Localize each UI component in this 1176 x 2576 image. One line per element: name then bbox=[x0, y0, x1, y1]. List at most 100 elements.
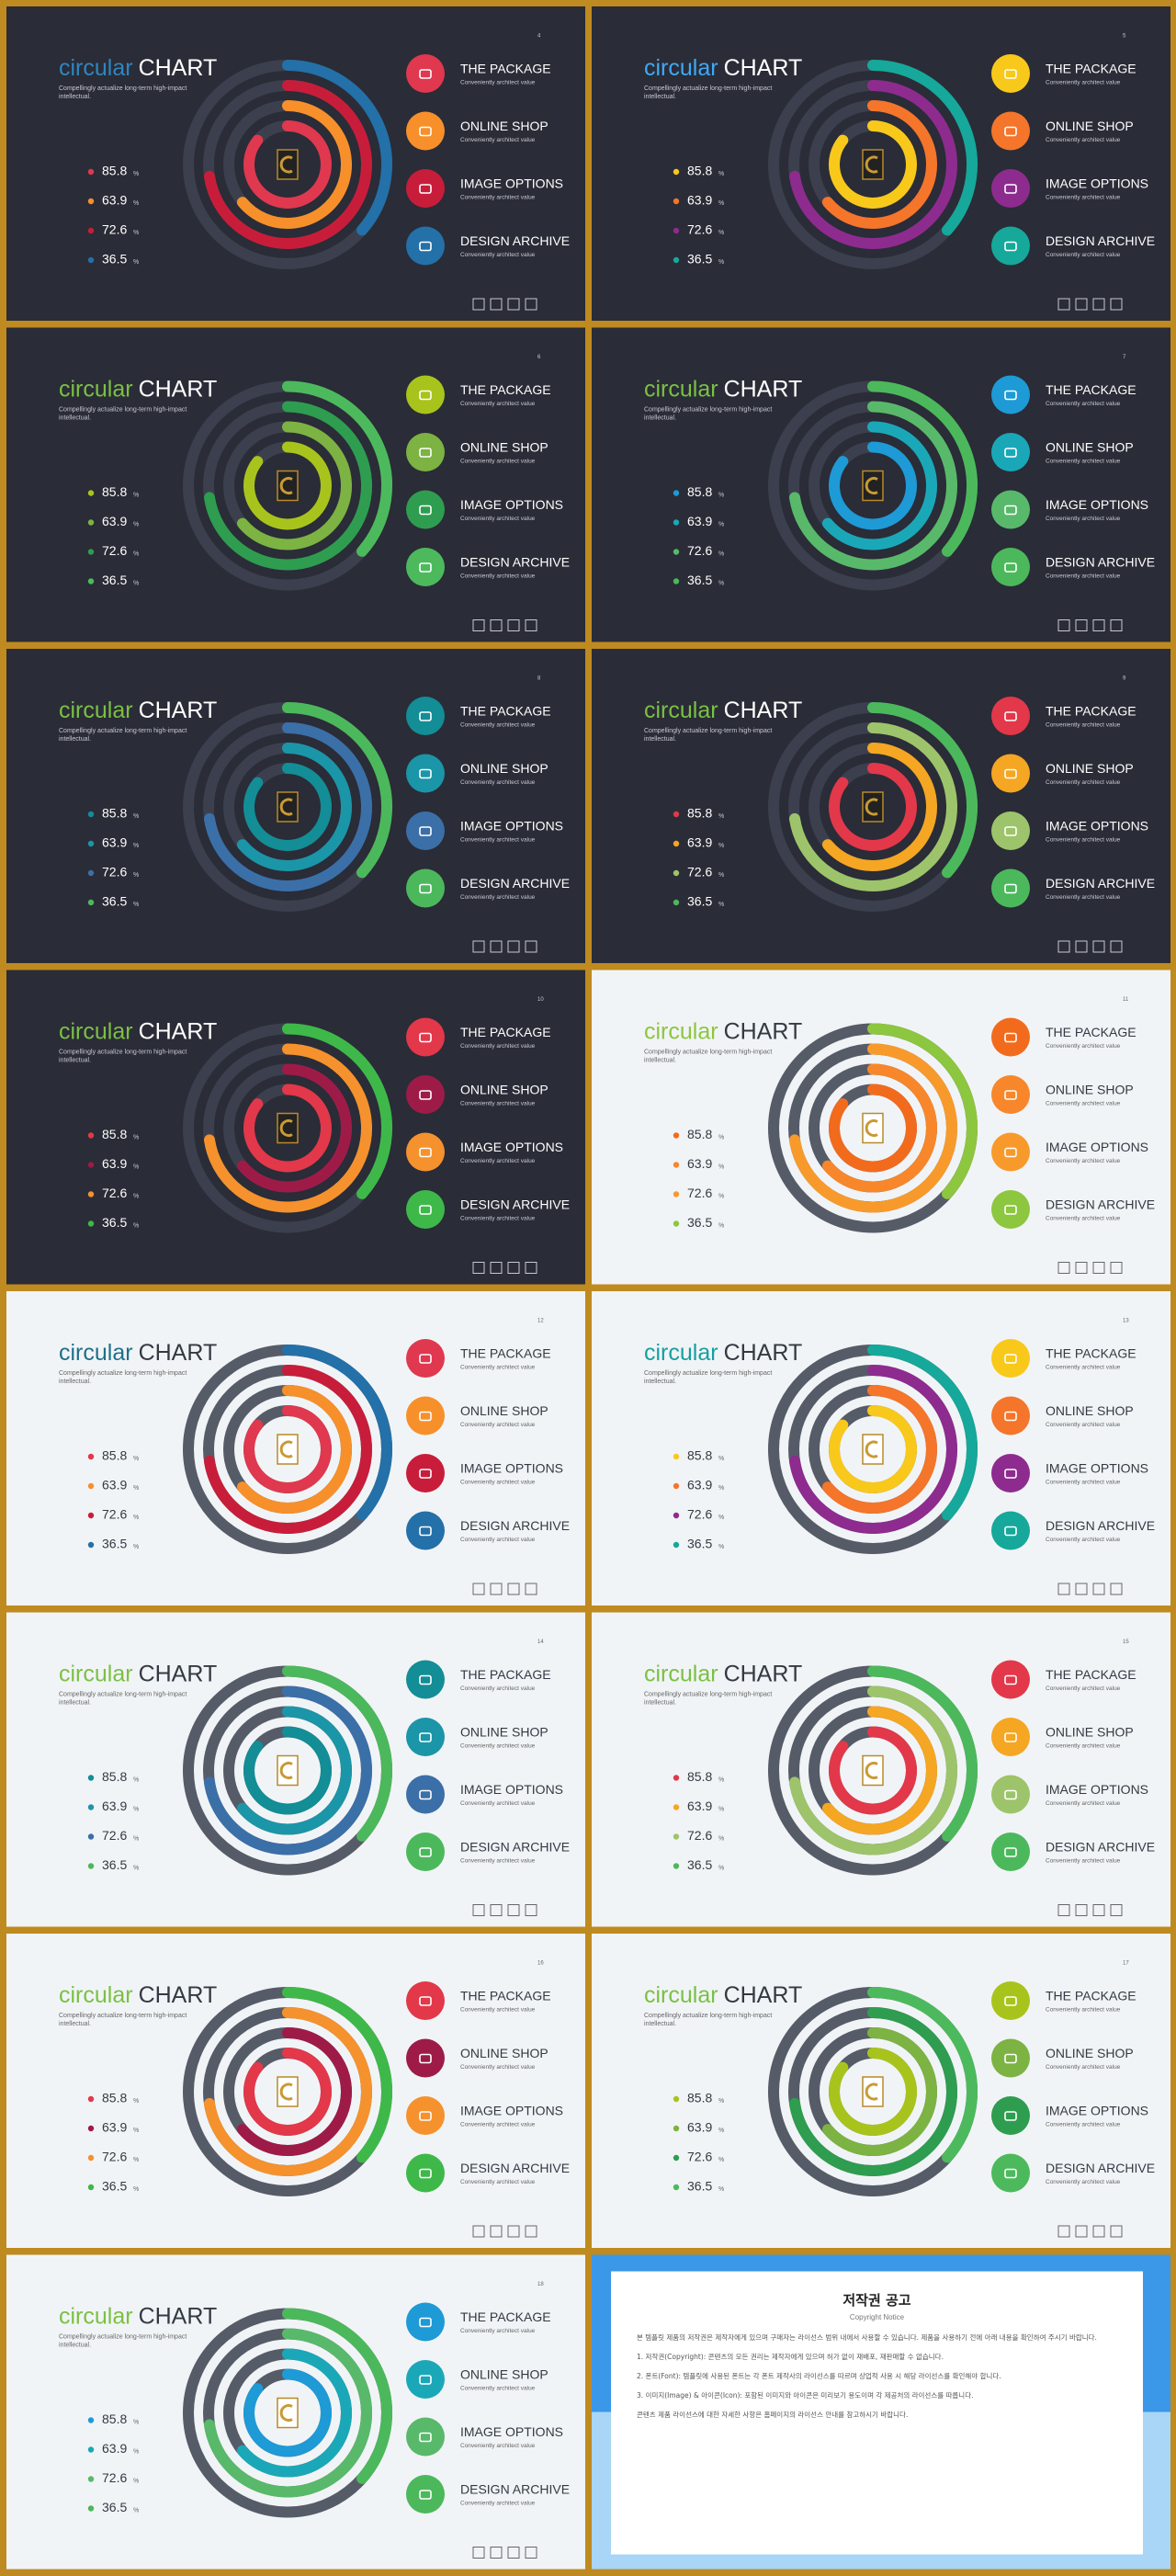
item-icon-glyph bbox=[419, 1469, 432, 1479]
social-icon bbox=[525, 619, 537, 631]
legend-unit: % bbox=[133, 2419, 139, 2425]
legend-unit: % bbox=[133, 2186, 139, 2193]
item-icon-glyph bbox=[419, 1147, 432, 1158]
item-icon-glyph bbox=[419, 2375, 432, 2385]
legend-value: 72.6 bbox=[102, 1507, 127, 1522]
item-icon bbox=[991, 1190, 1030, 1229]
legend-value: 36.5 bbox=[102, 1537, 127, 1551]
item-icon-glyph bbox=[1004, 505, 1017, 516]
item-title: THE PACKAGE bbox=[1046, 1025, 1136, 1039]
slide: 4 circular CHART Compellingly actualize lon… bbox=[6, 6, 585, 321]
legend-unit: % bbox=[133, 171, 139, 177]
center-logo-mark bbox=[279, 2082, 293, 2101]
legend-dot bbox=[87, 490, 95, 496]
item-subtitle: Conveniently architect value bbox=[460, 1216, 536, 1222]
ring-arc bbox=[282, 1345, 392, 1521]
page-number: 11 bbox=[1123, 997, 1129, 1003]
item-subtitle: Conveniently architect value bbox=[460, 1043, 536, 1050]
center-logo-mark bbox=[865, 155, 878, 174]
social-icon bbox=[1092, 1583, 1105, 1595]
legend-dot bbox=[87, 227, 95, 234]
ring-arc bbox=[867, 1665, 978, 1842]
slide-subtitle: Compellingly actualize long-term high-im… bbox=[59, 1691, 187, 1697]
item-subtitle: Conveniently architect value bbox=[460, 2443, 536, 2449]
title-main: CHART bbox=[139, 698, 218, 723]
copyright-notice: 저작권 공고 Copyright Notice 본 템플릿 제품의 저작권은 제… bbox=[611, 2272, 1143, 2555]
item-icon-glyph bbox=[1004, 2168, 1017, 2179]
item-title: DESIGN ARCHIVE bbox=[460, 2482, 570, 2497]
page-number: 4 bbox=[537, 34, 541, 40]
center-logo-mark bbox=[865, 1440, 878, 1458]
item-title: ONLINE SHOP bbox=[1046, 1725, 1134, 1740]
legend-value: 85.8 bbox=[687, 1127, 712, 1141]
legend-value: 85.8 bbox=[687, 164, 712, 178]
legend-unit: % bbox=[718, 230, 724, 236]
item-icon-glyph bbox=[1004, 390, 1017, 401]
slide-subtitle: intellectual. bbox=[644, 94, 676, 100]
social-icon bbox=[507, 2547, 520, 2559]
ring-arc bbox=[243, 1405, 332, 1493]
legend-unit: % bbox=[133, 1515, 139, 1521]
slide-subtitle: intellectual. bbox=[59, 2342, 91, 2348]
legend-unit: % bbox=[718, 2098, 724, 2105]
item-icon-glyph bbox=[419, 448, 432, 458]
slide-subtitle: Compellingly actualize long-term high-im… bbox=[59, 1049, 187, 1055]
item-subtitle: Conveniently architect value bbox=[460, 1422, 536, 1428]
item-title: DESIGN ARCHIVE bbox=[1046, 233, 1155, 248]
item-icon-glyph bbox=[1004, 1147, 1017, 1158]
legend-unit: % bbox=[133, 843, 139, 849]
legend-dot bbox=[673, 869, 680, 877]
item-subtitle: Conveniently architect value bbox=[1046, 1858, 1121, 1865]
item-title: THE PACKAGE bbox=[1046, 382, 1136, 397]
slide-title: circular CHART bbox=[59, 376, 217, 402]
legend-value: 63.9 bbox=[687, 1156, 712, 1171]
slide-title: circular CHART bbox=[644, 1982, 802, 2008]
legend-unit: % bbox=[133, 492, 139, 498]
ring-arc bbox=[203, 722, 372, 891]
item-icon bbox=[991, 1075, 1030, 1114]
legend-value: 36.5 bbox=[102, 1215, 127, 1230]
page-number: 6 bbox=[537, 355, 541, 360]
social-icon bbox=[525, 1262, 537, 1274]
item-icon bbox=[991, 2038, 1030, 2078]
item-icon bbox=[406, 811, 445, 850]
slide-subtitle: Compellingly actualize long-term high-im… bbox=[59, 1370, 187, 1377]
legend-value: 72.6 bbox=[687, 1507, 712, 1522]
item-icon bbox=[406, 490, 445, 529]
legend-unit: % bbox=[133, 2157, 139, 2163]
legend-dot bbox=[673, 256, 680, 264]
ring-arc bbox=[203, 2328, 372, 2498]
item-subtitle: Conveniently architect value bbox=[460, 195, 536, 201]
legend-dot bbox=[673, 578, 680, 584]
item-title: ONLINE SHOP bbox=[460, 1083, 548, 1097]
slide-subtitle: Compellingly actualize long-term high-im… bbox=[644, 1370, 772, 1377]
legend-value: 85.8 bbox=[102, 484, 127, 499]
legend-unit: % bbox=[133, 1835, 139, 1842]
legend-dot bbox=[673, 1132, 680, 1139]
legend-dot bbox=[673, 2184, 680, 2191]
item-icon bbox=[406, 1454, 445, 1492]
social-icon bbox=[525, 1904, 537, 1916]
item-subtitle: Conveniently architect value bbox=[460, 2328, 536, 2334]
item-icon bbox=[991, 1454, 1030, 1492]
item-icon-glyph bbox=[419, 2317, 432, 2328]
item-subtitle: Conveniently architect value bbox=[460, 1858, 536, 1865]
legend-dot bbox=[87, 2154, 95, 2162]
notice-paragraph: 2. 폰트(Font): 템플릿에 사용된 폰트는 각 폰트 제작사의 라이선스… bbox=[637, 2372, 1001, 2380]
item-title: IMAGE OPTIONS bbox=[1046, 176, 1148, 191]
item-icon-glyph bbox=[419, 241, 432, 252]
item-icon-glyph bbox=[1004, 448, 1017, 458]
item-icon bbox=[991, 226, 1030, 266]
title-accent: circular bbox=[59, 1018, 133, 1044]
legend-value: 36.5 bbox=[102, 2500, 127, 2514]
notice-body: 본 템플릿 제품의 저작권은 제작자에게 있으며 구매자는 라이선스 범위 내에… bbox=[611, 2332, 1143, 2421]
legend-value: 85.8 bbox=[102, 806, 127, 821]
item-subtitle: Conveniently architect value bbox=[1046, 1537, 1121, 1543]
item-subtitle: Conveniently architect value bbox=[460, 1537, 536, 1543]
ring-arc bbox=[203, 2007, 372, 2176]
legend-value: 63.9 bbox=[687, 1478, 712, 1492]
legend-unit: % bbox=[718, 1806, 724, 1812]
social-icon bbox=[1057, 1583, 1070, 1595]
ring-arc bbox=[867, 1987, 978, 2163]
legend-value: 85.8 bbox=[102, 164, 127, 178]
